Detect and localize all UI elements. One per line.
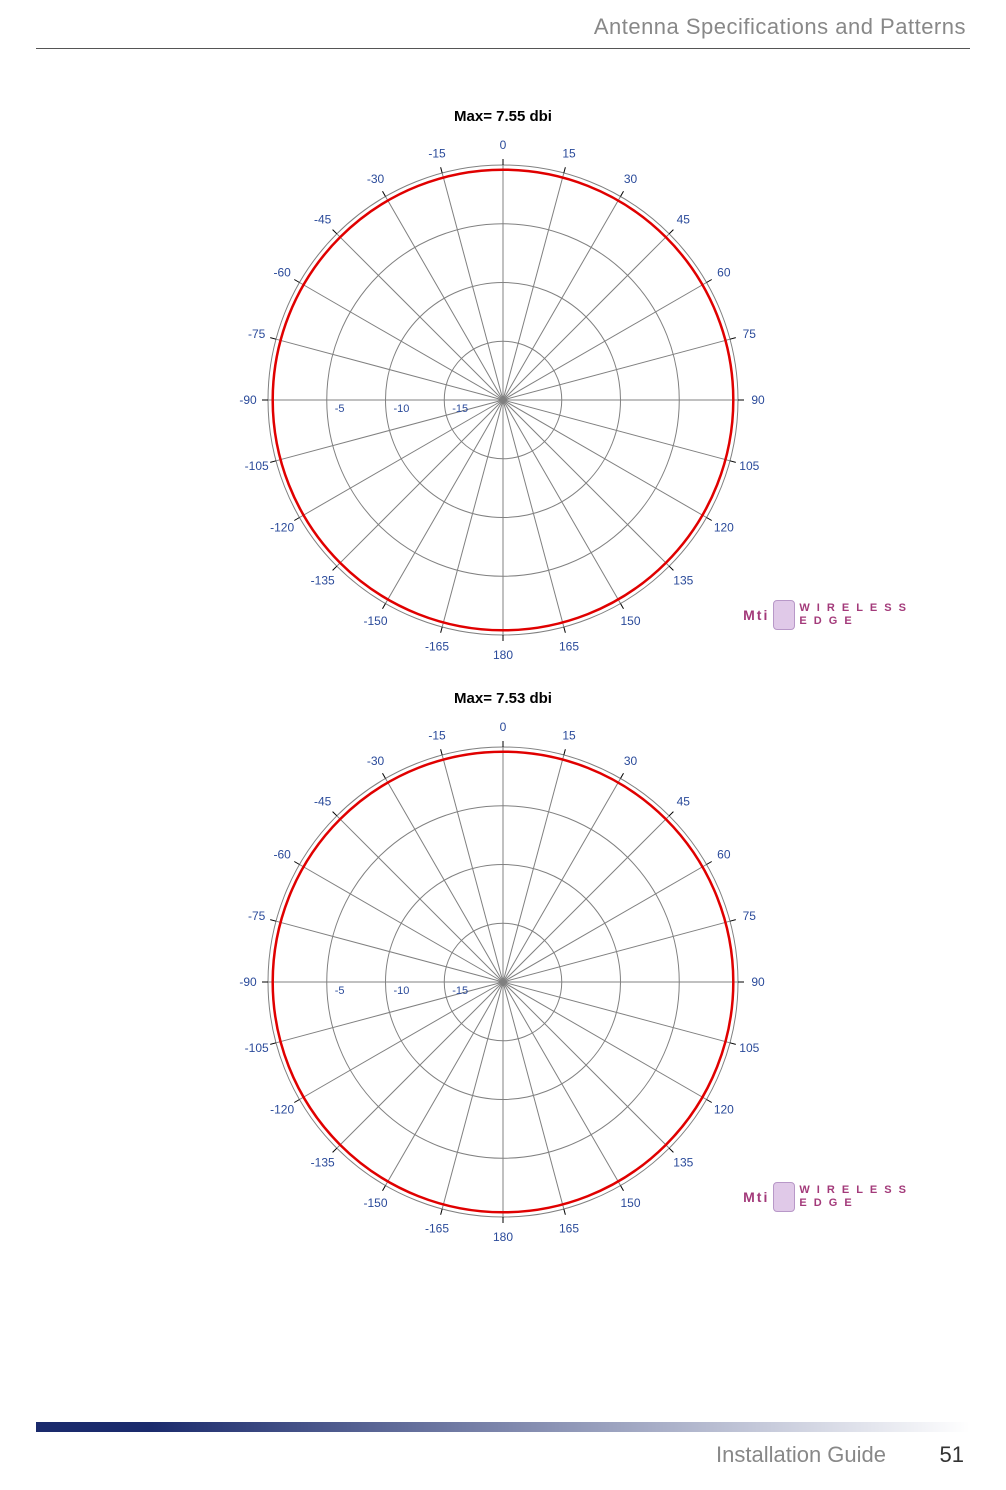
svg-text:165: 165	[559, 639, 579, 653]
svg-text:-105: -105	[245, 459, 269, 473]
svg-text:60: 60	[717, 848, 731, 862]
svg-text:-90: -90	[239, 975, 257, 989]
svg-text:75: 75	[743, 909, 757, 923]
svg-text:-30: -30	[367, 754, 385, 768]
svg-text:150: 150	[620, 1196, 640, 1210]
polar-chart-2: Max= 7.53 dbi 0 15 30 45 60 75 90 105 120 135 150 1…	[150, 690, 856, 1250]
chart2-logo: Mti W I R E L E S S E D G E	[743, 1182, 908, 1212]
svg-text:-75: -75	[248, 909, 266, 923]
svg-text:0: 0	[500, 138, 507, 152]
logo-prefix: Mti	[743, 607, 769, 624]
svg-text:-75: -75	[248, 327, 266, 341]
svg-text:-60: -60	[273, 848, 291, 862]
svg-text:-135: -135	[311, 1155, 335, 1169]
svg-text:45: 45	[677, 213, 691, 227]
chart1-title: Max= 7.55 dbi	[454, 108, 552, 125]
svg-text:-15: -15	[428, 729, 446, 743]
svg-text:180: 180	[493, 1230, 513, 1244]
logo-prefix: Mti	[743, 1189, 769, 1206]
svg-text:75: 75	[743, 327, 757, 341]
svg-text:-150: -150	[363, 1196, 387, 1210]
svg-text:90: 90	[751, 975, 765, 989]
polar-chart-1: Max= 7.55 dbi 0 15 30 45 60 75 90 105 120 135 150 1…	[150, 108, 856, 668]
svg-text:15: 15	[562, 729, 576, 743]
svg-text:30: 30	[624, 172, 638, 186]
svg-text:15: 15	[562, 147, 576, 161]
logo-text: W I R E L E S S E D G E	[799, 1184, 908, 1210]
chart1-logo: Mti W I R E L E S S E D G E	[743, 600, 908, 630]
chart1-svg: 0 15 30 45 60 75 90 105 120 135 150 165 180 -15 -30 -45…	[223, 130, 783, 670]
svg-text:-135: -135	[311, 573, 335, 587]
svg-text:90: 90	[751, 393, 765, 407]
svg-text:-15: -15	[428, 147, 446, 161]
svg-text:165: 165	[559, 1221, 579, 1235]
svg-text:-45: -45	[314, 795, 332, 809]
logo-text: W I R E L E S S E D G E	[799, 602, 908, 628]
svg-text:-15: -15	[452, 403, 468, 415]
svg-text:30: 30	[624, 754, 638, 768]
svg-text:150: 150	[620, 614, 640, 628]
svg-text:-30: -30	[367, 172, 385, 186]
footer-rule	[36, 1422, 970, 1432]
logo-box-icon	[773, 600, 795, 630]
svg-text:-10: -10	[394, 403, 410, 415]
page-number: 51	[940, 1442, 964, 1468]
svg-text:-45: -45	[314, 213, 332, 227]
svg-text:120: 120	[714, 1103, 734, 1117]
header-rule	[36, 48, 970, 49]
svg-text:0: 0	[500, 720, 507, 734]
svg-text:105: 105	[739, 1041, 759, 1055]
svg-text:-15: -15	[452, 985, 468, 997]
svg-text:-165: -165	[425, 639, 449, 653]
chart2-title: Max= 7.53 dbi	[454, 690, 552, 707]
svg-text:180: 180	[493, 648, 513, 662]
chart2-svg: 0 15 30 45 60 75 90 105 120 135 150 165 180 -15 -30 -45…	[223, 712, 783, 1252]
svg-text:-165: -165	[425, 1221, 449, 1235]
svg-text:-105: -105	[245, 1041, 269, 1055]
footer-guide-label: Installation Guide	[716, 1442, 886, 1468]
svg-text:60: 60	[717, 266, 731, 280]
svg-text:-150: -150	[363, 614, 387, 628]
header-title: Antenna Specifications and Patterns	[594, 14, 966, 40]
page: Antenna Specifications and Patterns Max=…	[0, 0, 1006, 1490]
svg-text:135: 135	[673, 1155, 693, 1169]
svg-text:-10: -10	[394, 985, 410, 997]
svg-text:-120: -120	[270, 1103, 294, 1117]
svg-text:-90: -90	[239, 393, 257, 407]
svg-text:105: 105	[739, 459, 759, 473]
svg-text:120: 120	[714, 521, 734, 535]
svg-text:-5: -5	[335, 403, 345, 415]
svg-text:45: 45	[677, 795, 691, 809]
svg-text:135: 135	[673, 573, 693, 587]
logo-box-icon	[773, 1182, 795, 1212]
svg-text:-120: -120	[270, 521, 294, 535]
svg-text:-5: -5	[335, 985, 345, 997]
svg-text:-60: -60	[273, 266, 291, 280]
